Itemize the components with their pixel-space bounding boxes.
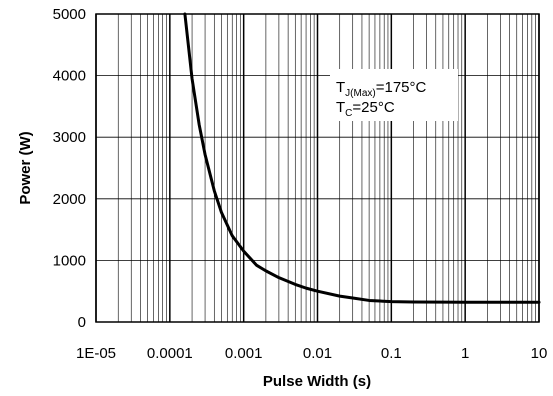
annotation-tj-main: T — [336, 79, 345, 96]
y-tick-label: 5000 — [53, 6, 86, 23]
x-tick-label: 1 — [461, 345, 469, 362]
annotation-tc-value: =25°C — [352, 99, 394, 116]
x-tick-label: 0.01 — [303, 345, 332, 362]
annotation-tj-sub: J(Max) — [345, 88, 376, 99]
y-tick-label: 0 — [78, 314, 86, 331]
x-tick-label: 1E-05 — [76, 345, 116, 362]
y-tick-label: 4000 — [53, 68, 86, 85]
x-axis-title: Pulse Width (s) — [263, 373, 371, 390]
x-tick-label: 0.1 — [381, 345, 402, 362]
data-series — [183, 12, 541, 304]
tick-labels: 1E-05 0.0001 0.001 0.01 0.1 1 10 0 1000 2000 3000 4… — [53, 6, 548, 362]
annotation-tj: TJ(Max)=175°C — [336, 79, 427, 99]
power-curve — [183, 12, 541, 304]
x-tick-label: 10 — [531, 345, 548, 362]
y-tick-label: 2000 — [53, 191, 86, 208]
annotation-tj-value: =175°C — [376, 79, 427, 96]
y-tick-label: 3000 — [53, 129, 86, 146]
x-tick-label: 0.001 — [225, 345, 263, 362]
annotation-tc-sub: C — [345, 108, 352, 119]
y-axis-title: Power (W) — [17, 131, 34, 204]
annotation-box — [330, 69, 458, 121]
x-tick-label: 0.0001 — [147, 345, 193, 362]
y-tick-label: 1000 — [53, 252, 86, 269]
annotation-tc: TC=25°C — [336, 99, 395, 119]
plot-frame — [95, 13, 540, 323]
annotation-tc-main: T — [336, 99, 345, 116]
